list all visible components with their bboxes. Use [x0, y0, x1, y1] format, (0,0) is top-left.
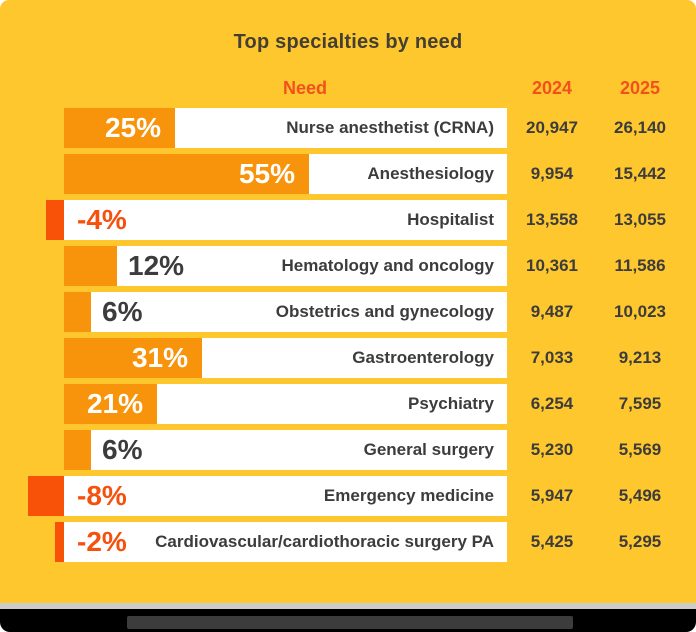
table-row: 12% Hematology and oncology 10,361 11,586 — [0, 246, 696, 286]
row-background — [64, 430, 507, 470]
need-bar-positive — [64, 338, 202, 378]
specialty-label: Obstetrics and gynecology — [275, 302, 494, 321]
table-row: 21% Psychiatry 6,254 7,595 — [0, 384, 696, 424]
value-2025: 10,023 — [614, 302, 666, 321]
column-header-2025: 2025 — [619, 78, 661, 98]
need-percent-label: -8% — [77, 480, 127, 511]
need-bar-positive — [64, 384, 157, 424]
need-percent-label: 25% — [104, 112, 161, 143]
row-background — [64, 200, 507, 240]
value-2025: 15,442 — [614, 164, 666, 183]
need-percent-label: 21% — [86, 388, 143, 419]
value-2024: 20,947 — [526, 118, 578, 137]
value-2024: 5,230 — [530, 440, 574, 459]
row-background — [64, 246, 507, 286]
need-bar-positive — [64, 430, 91, 470]
specialty-label: Hematology and oncology — [281, 256, 494, 275]
table-row: -2% Cardiovascular/cardiothoracic surgery… — [0, 522, 696, 562]
value-2024: 7,033 — [530, 348, 574, 367]
chart-rows: 25% Nurse anesthetist (CRNA) 20,947 26,140 5… — [0, 108, 696, 562]
table-row: -8% Emergency medicine 5,947 5,496 — [0, 476, 696, 516]
chart-title: Top specialties by need — [233, 31, 463, 53]
value-2024: 13,558 — [526, 210, 578, 229]
specialty-label: General surgery — [363, 440, 494, 459]
need-bar-negative — [28, 476, 64, 516]
table-row: 25% Nurse anesthetist (CRNA) 20,947 26,140 — [0, 108, 696, 148]
need-percent-label: 55% — [238, 158, 295, 189]
specialty-label: Psychiatry — [408, 394, 494, 413]
page-footer — [0, 609, 696, 632]
specialty-label: Cardiovascular/cardiothoracic surgery PA — [155, 532, 494, 551]
specialty-label: Hospitalist — [407, 210, 494, 229]
need-bar-positive — [64, 246, 117, 286]
row-background — [64, 476, 507, 516]
card-bottom-divider — [0, 603, 696, 609]
column-header-2024: 2024 — [531, 78, 573, 98]
footer-caption-blur-bar — [127, 616, 573, 629]
value-2024: 9,487 — [530, 302, 574, 321]
specialty-label: Gastroenterology — [352, 348, 494, 367]
need-bar-negative — [46, 200, 64, 240]
value-2025: 26,140 — [614, 118, 666, 137]
row-background — [64, 292, 507, 332]
table-row: 6% General surgery 5,230 5,569 — [0, 430, 696, 470]
need-bar-negative — [55, 522, 64, 562]
value-2024: 5,947 — [530, 486, 574, 505]
need-bar-positive — [64, 292, 91, 332]
row-background — [64, 522, 507, 562]
value-2025: 5,295 — [618, 532, 662, 551]
value-2024: 10,361 — [526, 256, 578, 275]
value-2024: 5,425 — [530, 532, 574, 551]
need-percent-label: 6% — [102, 296, 143, 327]
value-2024: 9,954 — [530, 164, 574, 183]
table-row: 55% Anesthesiology 9,954 15,442 — [0, 154, 696, 194]
specialty-label: Anesthesiology — [367, 164, 494, 183]
need-bar-positive — [64, 154, 309, 194]
need-percent-label: -4% — [77, 204, 127, 235]
need-bar-positive — [64, 108, 175, 148]
table-row: 31% Gastroenterology 7,033 9,213 — [0, 338, 696, 378]
specialty-label: Emergency medicine — [323, 486, 494, 505]
table-row: 6% Obstetrics and gynecology 9,487 10,023 — [0, 292, 696, 332]
need-percent-label: 6% — [102, 434, 143, 465]
value-2025: 11,586 — [614, 256, 666, 275]
specialty-label: Nurse anesthetist (CRNA) — [286, 118, 494, 137]
value-2025: 9,213 — [618, 348, 662, 367]
need-percent-label: 12% — [128, 250, 185, 281]
infographic-card: Top specialties by need Need 2024 2025 2… — [0, 0, 696, 603]
value-2025: 5,496 — [618, 486, 662, 505]
value-2025: 5,569 — [618, 440, 662, 459]
value-2025: 13,055 — [614, 210, 666, 229]
need-percent-label: 31% — [131, 342, 188, 373]
value-2024: 6,254 — [530, 394, 574, 413]
column-header-need: Need — [282, 78, 327, 98]
value-2025: 7,595 — [618, 394, 662, 413]
need-percent-label: -2% — [77, 526, 127, 557]
table-row: -4% Hospitalist 13,558 13,055 — [0, 200, 696, 240]
